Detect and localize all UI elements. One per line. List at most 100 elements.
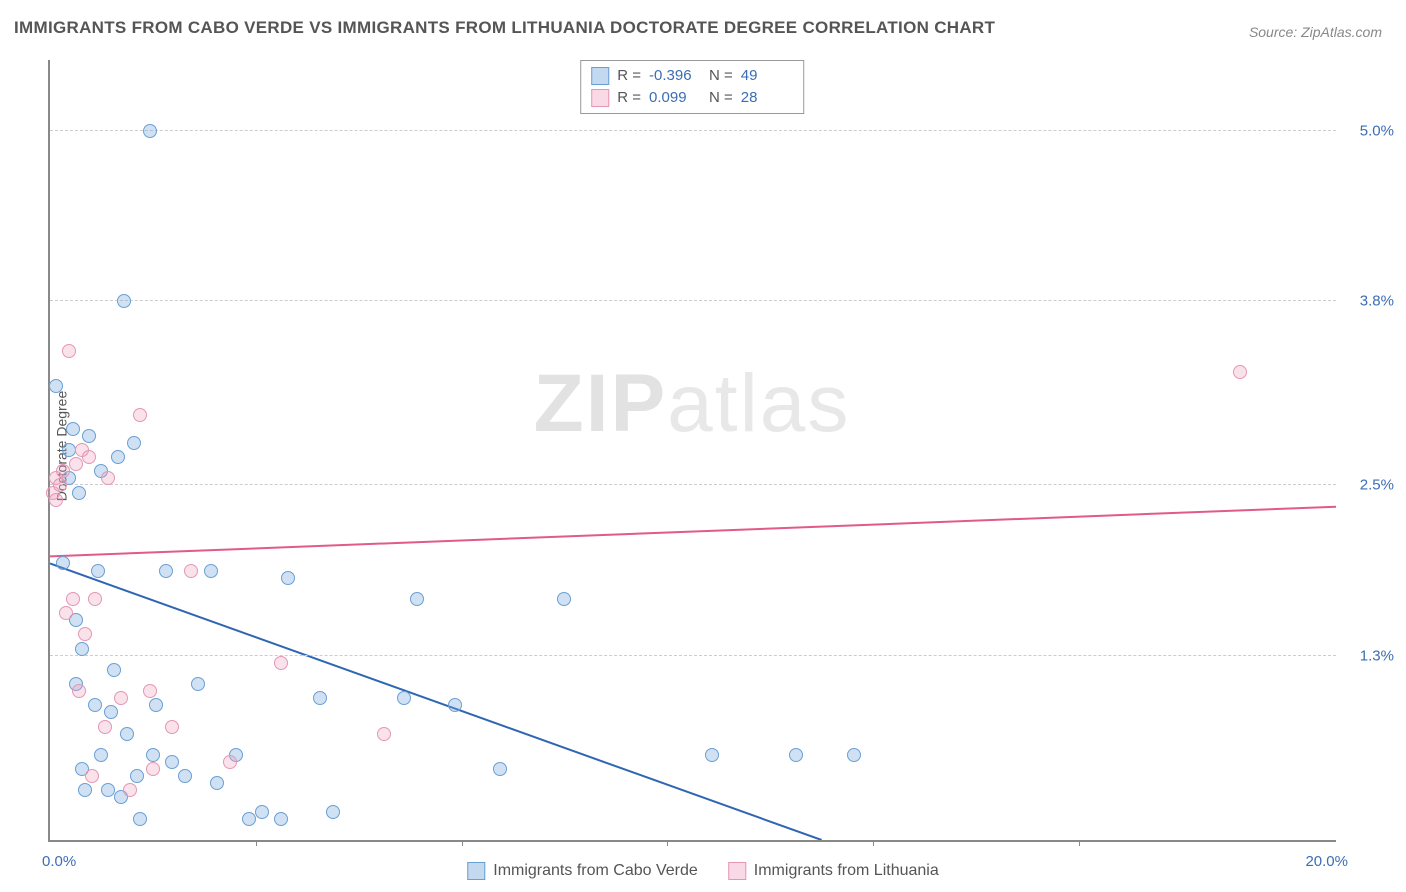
data-point	[56, 556, 70, 570]
stats-legend-box: R = -0.396 N = 49 R = 0.099 N = 28	[580, 60, 804, 114]
x-tick-min: 0.0%	[42, 853, 76, 870]
r-value: -0.396	[649, 65, 701, 87]
data-point	[274, 812, 288, 826]
n-value: 49	[741, 65, 793, 87]
legend-item: Immigrants from Lithuania	[728, 862, 939, 880]
data-point	[104, 705, 118, 719]
plot-region: 1.3%2.5%3.8%5.0%	[48, 60, 1336, 842]
chart-title: IMMIGRANTS FROM CABO VERDE VS IMMIGRANTS…	[14, 18, 995, 38]
data-point	[178, 769, 192, 783]
y-tick-label: 1.3%	[1344, 647, 1394, 664]
data-point	[313, 691, 327, 705]
data-point	[114, 691, 128, 705]
data-point	[184, 564, 198, 578]
y-tick-label: 2.5%	[1344, 477, 1394, 494]
series-legend: Immigrants from Cabo Verde Immigrants fr…	[467, 862, 939, 880]
data-point	[72, 486, 86, 500]
x-minor-tick	[256, 840, 257, 846]
r-label: R =	[617, 65, 641, 87]
data-point	[72, 684, 86, 698]
data-point	[847, 748, 861, 762]
trend-line	[50, 563, 822, 840]
chart-area: ZIPatlas 1.3%2.5%3.8%5.0% R = -0.396 N =…	[48, 60, 1336, 842]
data-point	[143, 684, 157, 698]
data-point	[101, 783, 115, 797]
data-point	[123, 783, 137, 797]
x-minor-tick	[462, 840, 463, 846]
data-point	[88, 698, 102, 712]
y-tick-label: 3.8%	[1344, 293, 1394, 310]
n-value: 28	[741, 87, 793, 109]
data-point	[146, 762, 160, 776]
data-point	[62, 344, 76, 358]
legend-item: Immigrants from Cabo Verde	[467, 862, 698, 880]
data-point	[191, 677, 205, 691]
data-point	[133, 812, 147, 826]
y-tick-label: 5.0%	[1344, 122, 1394, 139]
data-point	[410, 592, 424, 606]
data-point	[326, 805, 340, 819]
data-point	[204, 564, 218, 578]
x-minor-tick	[1079, 840, 1080, 846]
data-point	[705, 748, 719, 762]
n-label: N =	[709, 65, 733, 87]
stats-row: R = 0.099 N = 28	[591, 87, 793, 109]
swatch-icon	[591, 89, 609, 107]
x-minor-tick	[667, 840, 668, 846]
data-point	[53, 478, 67, 492]
trend-lines	[50, 60, 1336, 840]
trend-line	[50, 507, 1336, 557]
data-point	[49, 379, 63, 393]
swatch-icon	[591, 67, 609, 85]
data-point	[255, 805, 269, 819]
data-point	[82, 429, 96, 443]
data-point	[78, 783, 92, 797]
data-point	[120, 727, 134, 741]
data-point	[149, 698, 163, 712]
data-point	[281, 571, 295, 585]
data-point	[94, 748, 108, 762]
data-point	[133, 408, 147, 422]
stats-row: R = -0.396 N = 49	[591, 65, 793, 87]
data-point	[210, 776, 224, 790]
data-point	[98, 720, 112, 734]
data-point	[377, 727, 391, 741]
data-point	[1233, 365, 1247, 379]
data-point	[274, 656, 288, 670]
data-point	[75, 642, 89, 656]
source-label: Source: ZipAtlas.com	[1249, 24, 1382, 40]
gridline	[50, 655, 1336, 656]
data-point	[223, 755, 237, 769]
data-point	[59, 606, 73, 620]
x-minor-tick	[873, 840, 874, 846]
data-point	[91, 564, 105, 578]
swatch-icon	[467, 862, 485, 880]
r-label: R =	[617, 87, 641, 109]
legend-label: Immigrants from Lithuania	[754, 862, 939, 880]
data-point	[107, 663, 121, 677]
data-point	[66, 422, 80, 436]
data-point	[146, 748, 160, 762]
r-value: 0.099	[649, 87, 701, 109]
data-point	[165, 755, 179, 769]
data-point	[82, 450, 96, 464]
data-point	[88, 592, 102, 606]
data-point	[117, 294, 131, 308]
data-point	[127, 436, 141, 450]
data-point	[165, 720, 179, 734]
data-point	[143, 124, 157, 138]
data-point	[159, 564, 173, 578]
data-point	[493, 762, 507, 776]
gridline	[50, 300, 1336, 301]
data-point	[111, 450, 125, 464]
data-point	[69, 457, 83, 471]
swatch-icon	[728, 862, 746, 880]
data-point	[242, 812, 256, 826]
data-point	[557, 592, 571, 606]
data-point	[49, 493, 63, 507]
data-point	[789, 748, 803, 762]
data-point	[56, 464, 70, 478]
gridline	[50, 130, 1336, 131]
x-tick-max: 20.0%	[1305, 853, 1348, 870]
data-point	[448, 698, 462, 712]
